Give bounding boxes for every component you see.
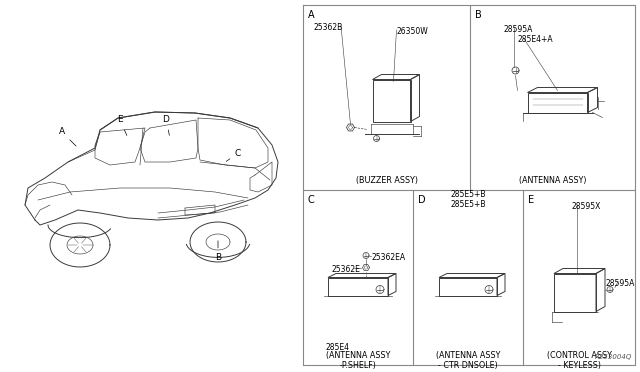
Bar (372, 80, 410, 122)
Text: 285E5+B: 285E5+B (451, 190, 486, 199)
Text: R253004Q: R253004Q (595, 354, 632, 360)
Text: E: E (117, 115, 127, 135)
Text: 25362B: 25362B (313, 23, 342, 32)
Text: 285E4: 285E4 (326, 343, 350, 352)
Text: (ANTENNA ASSY): (ANTENNA ASSY) (519, 176, 586, 185)
Text: 25362E: 25362E (331, 264, 360, 273)
Text: B: B (215, 241, 221, 263)
Text: 26350W: 26350W (397, 27, 428, 36)
Bar (527, 93, 588, 112)
Text: 28595X: 28595X (571, 202, 600, 211)
Text: C: C (227, 148, 241, 161)
Text: 285E5+B: 285E5+B (451, 200, 486, 209)
Text: D: D (163, 115, 170, 135)
Text: (ANTENNA ASSY
-P.SHELF): (ANTENNA ASSY -P.SHELF) (326, 351, 390, 371)
Text: (BUZZER ASSY): (BUZZER ASSY) (355, 176, 417, 185)
Text: (CONTROL ASSY
- KEYLESS): (CONTROL ASSY - KEYLESS) (547, 351, 611, 371)
Bar (328, 278, 388, 295)
Text: (ANTENNA ASSY
- CTR DNSOLE): (ANTENNA ASSY - CTR DNSOLE) (436, 351, 500, 371)
Bar (439, 278, 497, 295)
Text: 28595A: 28595A (606, 279, 636, 289)
Text: D: D (418, 195, 426, 205)
Text: C: C (308, 195, 315, 205)
Text: A: A (59, 128, 76, 146)
Text: A: A (308, 10, 315, 20)
Text: E: E (528, 195, 534, 205)
Text: 28595A: 28595A (504, 25, 533, 34)
Bar (554, 273, 596, 311)
Text: 285E4+A: 285E4+A (518, 35, 553, 44)
Text: 25362EA: 25362EA (371, 253, 405, 262)
Text: B: B (475, 10, 482, 20)
